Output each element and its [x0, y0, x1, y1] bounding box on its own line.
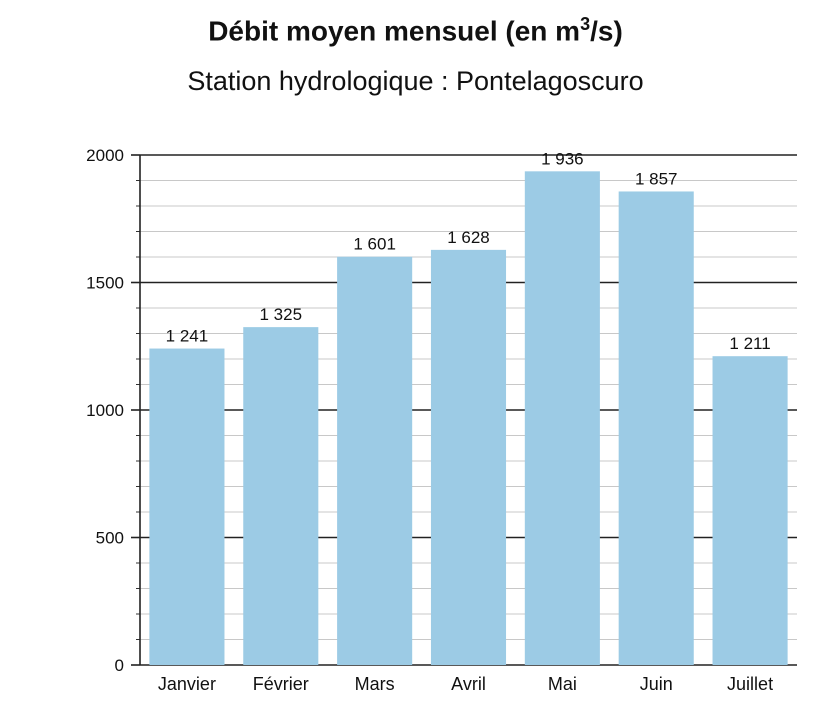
data-label: 1 241: [166, 327, 209, 346]
x-category-label: Juillet: [727, 674, 773, 694]
bar: [712, 356, 788, 665]
y-tick-label: 1000: [86, 401, 124, 420]
bar: [430, 249, 507, 666]
data-label: 1 936: [541, 149, 584, 168]
labels-group: 0 500 1000 1500 2000 1 241 Janvier 1 325 Février…: [86, 146, 773, 694]
data-label: 1 601: [353, 235, 396, 254]
y-tick-label: 500: [96, 529, 124, 548]
bar: [149, 348, 225, 665]
bar: [524, 171, 600, 665]
chart-title: Débit moyen mensuel (en m3/s): [208, 14, 623, 47]
chart-subtitle: Station hydrologique : Pontelagoscuro: [187, 66, 644, 96]
bar: [618, 191, 694, 665]
x-category-label: Mai: [548, 674, 577, 694]
bars-group: [149, 171, 788, 666]
data-label: 1 211: [729, 334, 770, 353]
x-category-label: Mars: [355, 674, 395, 694]
x-category-label: Avril: [451, 674, 486, 694]
axes: [131, 154, 141, 666]
x-category-label: Janvier: [158, 674, 216, 694]
bar: [337, 256, 413, 665]
data-label: 1 628: [447, 228, 490, 247]
x-category-label: Juin: [640, 674, 673, 694]
data-label: 1 325: [260, 305, 303, 324]
x-category-label: Février: [253, 674, 309, 694]
bar: [243, 327, 319, 665]
data-label: 1 857: [635, 169, 678, 188]
y-tick-label: 1500: [86, 274, 124, 293]
y-tick-label: 0: [115, 656, 124, 675]
y-tick-label: 2000: [86, 146, 124, 165]
